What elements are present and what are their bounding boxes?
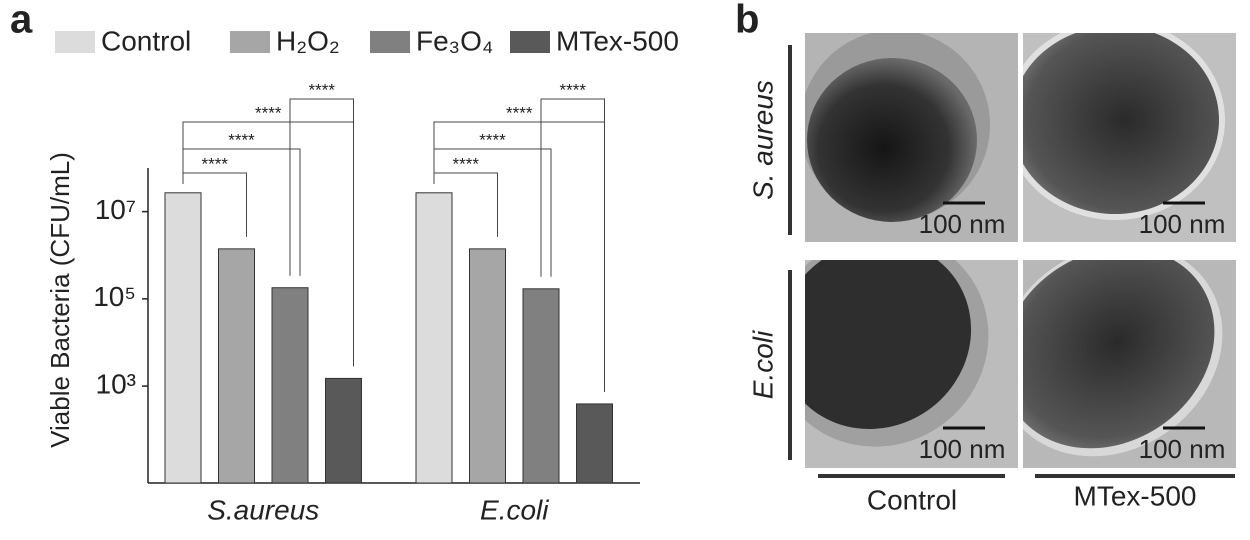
bar: [271, 287, 309, 484]
significance-label: ****: [228, 130, 255, 149]
micrograph: [1023, 260, 1236, 468]
bar: [218, 248, 255, 484]
column-label: MTex-500: [1074, 480, 1197, 511]
legend-label: MTex-500: [556, 25, 679, 56]
significance-label: ****: [479, 130, 506, 149]
significance-label: ****: [309, 80, 336, 99]
bar: [469, 248, 506, 484]
significance-label: ****: [202, 154, 229, 173]
scale-label: 100 nm: [1139, 209, 1226, 239]
significance-label: ****: [506, 103, 533, 122]
bar: [576, 403, 613, 484]
y-axis-label: Viable Bacteria (CFU/mL): [45, 152, 75, 448]
micrograph: [805, 33, 1018, 242]
x-tick-label: S.aureus: [207, 494, 319, 525]
legend-swatch: [370, 31, 410, 53]
legend-swatch: [55, 31, 95, 53]
significance-label: ****: [255, 103, 282, 122]
legend-swatch: [510, 31, 550, 53]
panel-label: a: [10, 0, 33, 42]
legend-label: Fe₃O₄: [416, 25, 493, 56]
significance-label: ****: [560, 80, 587, 99]
legend-label: Control: [101, 25, 191, 56]
scale-label: 100 nm: [1139, 434, 1226, 464]
bar: [415, 192, 453, 484]
scale-label: 100 nm: [919, 209, 1006, 239]
bar: [325, 377, 362, 484]
micrograph: [1023, 33, 1236, 242]
bar: [164, 192, 202, 484]
row-label: E.coli: [747, 330, 778, 399]
legend-label: H₂O₂: [276, 25, 340, 56]
micrograph: [805, 260, 1018, 468]
bar: [522, 288, 560, 484]
y-tick-label: 10⁷: [95, 194, 136, 225]
legend-swatch: [230, 31, 270, 53]
panel-label: b: [735, 0, 759, 42]
x-tick-label: E.coli: [480, 494, 549, 525]
significance-label: ****: [453, 154, 480, 173]
significance-bracket: [289, 98, 354, 367]
column-label: Control: [867, 484, 957, 515]
y-tick-label: 10³: [96, 368, 136, 399]
scale-label: 100 nm: [919, 434, 1006, 464]
row-label: S. aureus: [747, 80, 778, 200]
y-tick-label: 10⁵: [93, 281, 136, 312]
significance-bracket: [540, 98, 605, 392]
